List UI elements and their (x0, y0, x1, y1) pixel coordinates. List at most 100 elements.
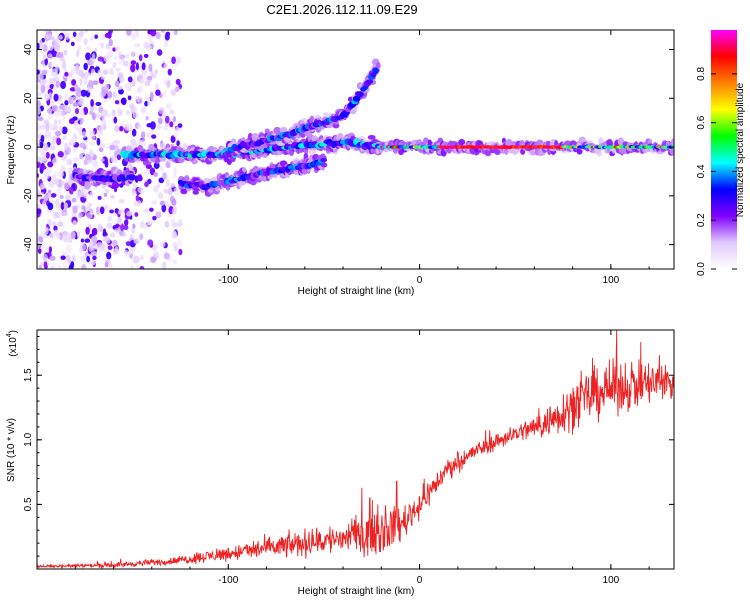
spectrogram-y-tick-label: 40 (23, 44, 34, 56)
spectrogram-cell (68, 186, 74, 195)
spectrogram-cell (124, 54, 130, 59)
spectrogram-cell (138, 73, 144, 81)
spectrogram-cell (126, 109, 130, 116)
spectrogram-cell (171, 56, 176, 65)
spectrogram-cell (61, 62, 67, 70)
spectrogram-cell (61, 115, 66, 121)
spectrogram-cell (63, 93, 69, 103)
spectrogram-cell (50, 145, 56, 151)
spectrogram-cell (127, 76, 133, 83)
spectrogram-cell (43, 118, 49, 124)
spectrogram-cell (91, 160, 98, 167)
spectrogram-cell (55, 234, 62, 240)
spectrogram-cell (91, 112, 97, 121)
spectrogram-cell (81, 150, 86, 155)
spectrogram-cell (48, 61, 53, 67)
spectrogram-cell (163, 188, 169, 194)
spectrogram-cell (192, 159, 198, 165)
spectrogram-cell (103, 192, 108, 197)
spectrogram-cell (126, 211, 132, 217)
spectrogram-cell (51, 105, 57, 111)
spectrogram-cell (49, 232, 54, 239)
spectrogram-cell (42, 200, 46, 209)
spectrogram-cell (172, 172, 177, 179)
spectrogram-cell (99, 143, 106, 148)
spectrogram-cell (83, 62, 88, 71)
spectrogram-cell (55, 178, 60, 186)
spectrogram-cell (86, 202, 93, 208)
spectrogram-cell (81, 205, 86, 210)
spectrogram-x-axis-label: Height of straight line (km) (298, 286, 415, 297)
spectrogram-cell (139, 265, 145, 269)
colorbar-tick-label: 0.6 (696, 115, 707, 129)
spectrogram-cell (145, 116, 149, 121)
spectrogram-cell (107, 91, 113, 99)
spectrogram-cell (45, 34, 50, 40)
spectrogram-cell (64, 142, 68, 151)
spectrogram-cell (54, 130, 62, 137)
spectrogram-cell (166, 213, 173, 219)
spectrogram-cell (114, 100, 120, 105)
spectrogram-cell (39, 42, 43, 50)
spectrogram-cell (86, 86, 93, 93)
spectrogram-cell (155, 31, 161, 40)
spectrogram-cell (104, 189, 110, 194)
spectrogram-cell (98, 126, 103, 134)
spectrogram-cell (70, 41, 75, 47)
spectrogram-cell (114, 227, 121, 233)
spectrogram-cell (83, 76, 88, 86)
spectrogram-cell (37, 189, 41, 195)
spectrogram-cell (59, 125, 63, 133)
spectrogram-cell (131, 228, 136, 234)
spectrogram-cell (130, 64, 136, 73)
spectrogram-cell (131, 51, 135, 57)
spectrogram-cell (101, 110, 106, 116)
spectrogram-cell (158, 107, 165, 114)
spectrogram-cell (108, 67, 115, 76)
spectrogram-cell (74, 122, 80, 132)
spectrogram-cell (72, 146, 77, 153)
spectrogram-cell (90, 141, 96, 146)
spectrogram-cell (125, 241, 131, 247)
spectrogram-cell (79, 119, 84, 125)
spectrogram-cell (58, 210, 63, 217)
spectrogram-cell (66, 158, 72, 166)
spectrogram-cell (148, 63, 153, 73)
spectrogram-cell (78, 212, 83, 219)
spectrogram-cell (71, 79, 77, 86)
spectrogram-cell (85, 52, 91, 61)
spectrogram-cell (37, 208, 42, 215)
spectrogram-cell (40, 165, 47, 170)
spectrogram-cell (124, 219, 129, 226)
spectrogram-cell (76, 44, 82, 52)
spectrogram-cell (64, 194, 72, 201)
spectrogram-cell (122, 60, 129, 67)
spectrogram-cell (97, 195, 102, 200)
spectrogram-cell (75, 91, 82, 98)
spectrogram-cell (39, 141, 44, 149)
spectrogram-cell (43, 175, 48, 184)
spectrogram-cell (54, 30, 60, 34)
spectrogram-cell (121, 97, 127, 106)
spectrogram-cell (109, 232, 116, 238)
spectrogram-cell (95, 113, 99, 118)
spectrogram-cell (156, 49, 163, 56)
spectrogram-cell (72, 31, 77, 37)
spectrogram-cell (175, 86, 180, 92)
spectrogram-cell (47, 135, 53, 141)
spectrogram-cell (149, 207, 154, 212)
spectrogram-cell (55, 52, 62, 59)
spectrogram-cell (156, 124, 161, 130)
spectrogram-cell (60, 80, 67, 90)
snr-x-tick-label: 100 (603, 575, 620, 586)
spectrogram-cell (61, 126, 68, 135)
spectrogram-cell (40, 85, 46, 94)
spectrogram-cell (57, 264, 62, 269)
spectrogram-cell (43, 261, 48, 269)
spectrogram-cell (169, 121, 174, 128)
spectrogram-cell (85, 46, 90, 51)
spectrogram-cell (56, 137, 62, 146)
spectrogram-cell (37, 173, 40, 178)
spectrogram-x-tick-label: 100 (603, 275, 620, 286)
spectrogram-cell (41, 152, 47, 158)
